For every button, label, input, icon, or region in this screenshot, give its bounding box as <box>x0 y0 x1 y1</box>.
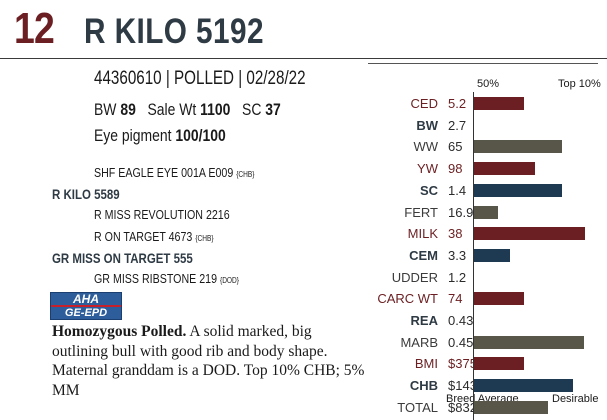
trait-bar <box>474 183 562 197</box>
trait-label-rea: REA <box>410 313 438 328</box>
aha-ge-epd-logo: AHA GE-EPD <box>50 292 122 320</box>
pedigree-name: SHF EAGLE EYE 001A E009 <box>94 165 234 180</box>
lot-number: 12 <box>14 4 55 53</box>
sale-weight-label: Sale Wt <box>147 100 197 119</box>
trait-value: $143 <box>448 378 477 394</box>
pedigree-line: R KILO 5589 <box>52 186 120 202</box>
pedigree-line: GR MISS ON TARGET 555 <box>52 250 193 266</box>
trait-bar <box>474 140 562 154</box>
logo-text-top: AHA <box>73 292 99 306</box>
pedigree-name: GR MISS ON TARGET 555 <box>52 250 193 266</box>
trait-bar <box>474 400 548 414</box>
sc-label: SC <box>242 100 262 119</box>
chart-top-rule <box>368 63 598 64</box>
logo-text-bottom: GE-EPD <box>64 307 108 319</box>
trait-value: 74 <box>448 291 463 307</box>
sale-weight-value: 1100 <box>200 100 231 119</box>
trait-value: 2.7 <box>448 117 467 133</box>
trait-bar <box>474 357 524 371</box>
trait-label-marb: MARB <box>400 334 438 350</box>
pedigree-name: GR MISS RIBSTONE 219 <box>94 271 218 286</box>
trait-bar <box>474 379 573 393</box>
trait-bar <box>474 97 524 110</box>
trait-label-carc-wt: CARC WT <box>377 291 438 307</box>
pedigree-name: R KILO 5589 <box>52 186 120 202</box>
pedigree-line: SHF EAGLE EYE 001A E009 {CHB} <box>94 165 254 180</box>
chart-header-50: 50% <box>477 78 500 90</box>
pedigree-tag: {DOD} <box>219 276 239 285</box>
trait-bar <box>474 292 524 306</box>
trait-label-bmi: BMI <box>414 356 438 372</box>
trait-value: 1.4 <box>448 182 467 198</box>
bw-value: 89 <box>120 100 136 119</box>
trait-value: 38 <box>448 226 463 242</box>
trait-label-bw: BW <box>416 117 438 133</box>
trait-label-milk: MILK <box>407 226 438 242</box>
sc-value: 37 <box>265 100 281 119</box>
trait-bar <box>474 248 510 262</box>
trait-label-cem: CEM <box>409 247 438 263</box>
trait-label-sc: SC <box>419 182 438 198</box>
trait-bar <box>474 162 535 176</box>
trait-value: 65 <box>448 139 463 155</box>
trait-value: 0.45 <box>448 334 474 350</box>
trait-value: 1.2 <box>448 269 467 285</box>
logo-stripe <box>51 305 121 307</box>
trait-value: 0.43 <box>448 313 474 328</box>
animal-name: R KILO 5192 <box>84 12 264 51</box>
eye-pigment-label: Eye pigment <box>94 126 172 145</box>
eye-pigment-value: 100/100 <box>175 126 226 145</box>
chart-baseline <box>473 92 474 420</box>
description: Homozygous Polled. A solid marked, big o… <box>52 322 370 400</box>
trait-label-ced: CED <box>410 96 438 111</box>
trait-label-chb: CHB <box>409 378 438 394</box>
pedigree-name: R MISS REVOLUTION 2216 <box>94 207 230 222</box>
bw-label: BW <box>94 100 117 119</box>
pedigree-line: R MISS REVOLUTION 2216 <box>94 207 230 222</box>
eye-pigment: Eye pigment 100/100 <box>94 126 226 146</box>
trait-label-ww: WW <box>413 139 438 155</box>
pedigree-tag: {CHB} <box>195 234 214 243</box>
trait-value: $832 <box>448 399 477 415</box>
pedigree-line: R ON TARGET 4673 {CHB} <box>94 229 214 244</box>
chart-footer-desirable: Desirable <box>552 393 599 405</box>
trait-label-total: TOTAL <box>397 399 438 415</box>
trait-bar <box>474 335 584 349</box>
performance-stats: BW 89 Sale Wt 1100 SC 37 <box>94 100 281 120</box>
description-lead: Homozygous Polled. <box>52 323 187 340</box>
trait-label-yw: YW <box>417 161 438 177</box>
description-body: A solid marked, big outlining bull with … <box>52 323 365 399</box>
pedigree-tag: {CHB} <box>236 170 255 179</box>
registration-line: 44360610 | POLLED | 02/28/22 <box>94 68 306 89</box>
trait-value: $375 <box>448 356 477 372</box>
header-rule <box>0 58 607 59</box>
chart-header-top10: Top 10% <box>558 78 601 90</box>
trait-value: 16.9 <box>448 204 474 220</box>
trait-value: 98 <box>448 161 463 177</box>
trait-bar <box>474 227 585 241</box>
trait-label-udder: UDDER <box>391 269 438 285</box>
trait-label-fert: FERT <box>404 204 438 220</box>
trait-bar <box>474 205 498 219</box>
pedigree-name: R ON TARGET 4673 <box>94 229 193 244</box>
pedigree-line: GR MISS RIBSTONE 219 {DOD} <box>94 271 239 286</box>
trait-value: 3.3 <box>448 247 467 263</box>
trait-value: 5.2 <box>448 96 467 111</box>
